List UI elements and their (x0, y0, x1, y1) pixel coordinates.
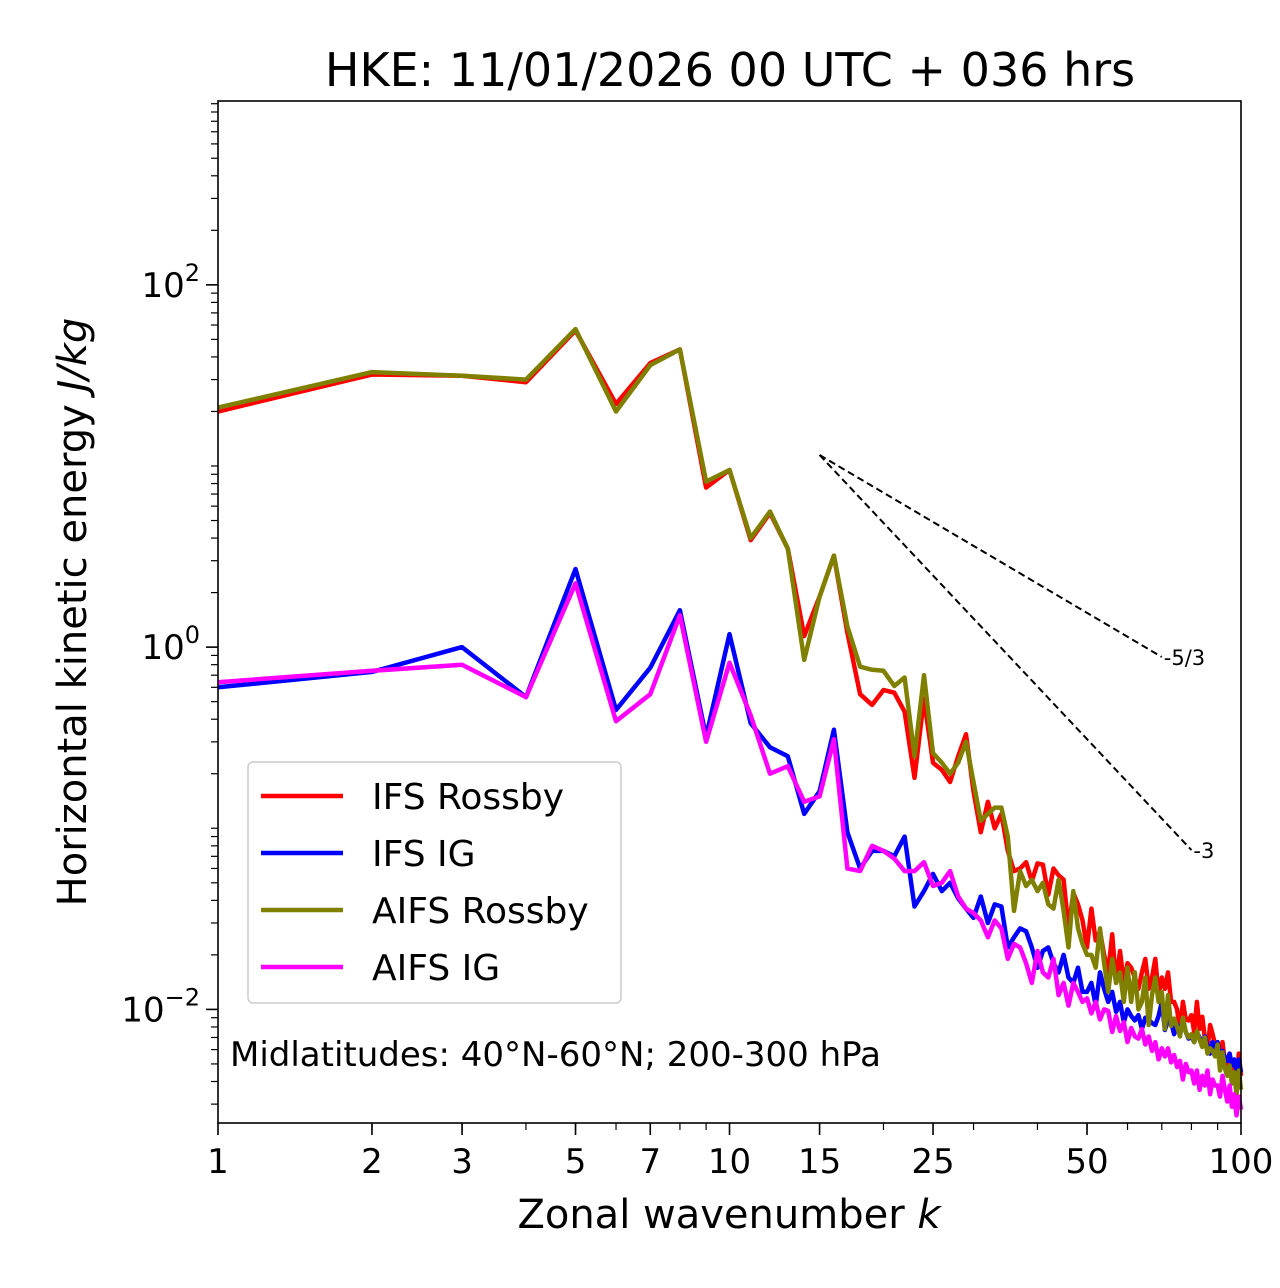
y-tick-label: 100 (141, 621, 200, 668)
x-tick-label: 1 (207, 1142, 229, 1182)
y-tick-label: 10−2 (121, 983, 200, 1030)
x-axis-label: Zonal wavenumber k (517, 1192, 942, 1238)
x-tick-label: 10 (708, 1142, 751, 1182)
y-tick-labels: 10−2 100 102 (121, 259, 200, 1031)
region-annotation: Midlatitudes: 40°N-60°N; 200-300 hPa (230, 1035, 881, 1075)
legend-label: IFS Rossby (372, 777, 564, 818)
legend-frame (247, 761, 622, 1004)
x-tick-label: 50 (1065, 1142, 1108, 1182)
legend-label: AIFS Rossby (372, 891, 589, 932)
slope-label: -3 (1193, 839, 1214, 863)
chart-title: HKE: 11/01/2026 00 UTC + 036 hrs (325, 43, 1135, 97)
x-tick-label: 15 (798, 1142, 841, 1182)
slope-line (819, 454, 1163, 658)
x-tick-label: 5 (565, 1142, 587, 1182)
minor-ticks (211, 103, 1219, 1130)
legend-label: IFS IG (372, 834, 476, 875)
x-tick-labels: 1 2 3 5 7 10 15 25 50 100 (207, 1142, 1273, 1182)
x-tick-label: 2 (361, 1142, 383, 1182)
plot-frame (217, 100, 1242, 1124)
series-line-aifs-ig (217, 581, 1244, 1118)
legend: IFS Rossby IFS IG AIFS Rossby AIFS IG (247, 761, 622, 1004)
series-line-aifs-rossby (217, 326, 1244, 1097)
x-tick-label: 25 (911, 1142, 954, 1182)
series-line-ifs-rossby (217, 328, 1244, 1088)
legend-label: AIFS IG (372, 948, 500, 989)
slope-label: -5/3 (1164, 646, 1205, 670)
y-axis-label: Horizontal kinetic energy J/kg (50, 318, 96, 907)
reference-slope-lines: -5/3 -3 (818, 454, 1214, 863)
y-tick-label: 102 (141, 259, 200, 306)
x-tick-label: 100 (1209, 1142, 1274, 1182)
series-lines (217, 326, 1244, 1118)
major-ticks (206, 284, 1242, 1135)
x-tick-label: 7 (639, 1142, 661, 1182)
slope-line (818, 454, 1193, 851)
x-tick-label: 3 (451, 1142, 473, 1182)
